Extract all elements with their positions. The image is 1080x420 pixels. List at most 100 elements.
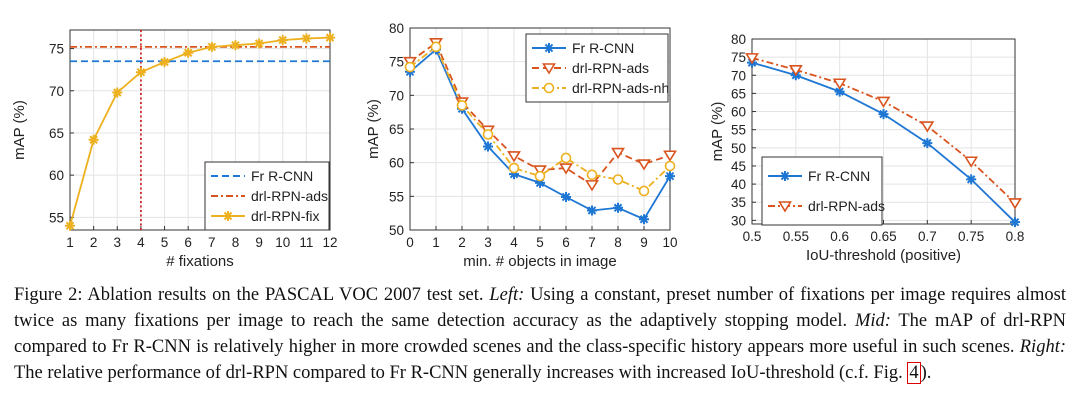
data-point xyxy=(611,147,625,160)
legend-label: Fr R-CNN xyxy=(251,168,313,184)
data-point xyxy=(922,138,933,149)
data-point xyxy=(301,33,312,44)
y-tick-label: 80 xyxy=(389,21,404,36)
x-tick-label: 9 xyxy=(255,235,263,250)
data-point xyxy=(507,151,521,163)
y-tick-label: 60 xyxy=(389,156,404,171)
x-tick-label: 0.8 xyxy=(1006,229,1025,244)
y-tick-label: 75 xyxy=(49,42,64,57)
y-tick-label: 60 xyxy=(731,105,746,120)
data-point xyxy=(88,134,99,145)
y-tick-label: 70 xyxy=(389,88,404,103)
y-tick-label: 55 xyxy=(389,189,404,204)
figure-caption: Figure 2: Ablation results on the PASCAL… xyxy=(14,282,1066,386)
y-axis-label: mAP (%) xyxy=(11,100,28,160)
y-tick-label: 80 xyxy=(731,32,746,47)
data-point xyxy=(206,41,217,52)
data-point xyxy=(876,96,891,108)
data-point xyxy=(561,192,571,203)
data-point xyxy=(586,169,598,181)
x-tick-label: 4 xyxy=(510,235,518,250)
data-point xyxy=(832,78,847,90)
series-1 xyxy=(745,53,1022,210)
x-tick-label: 8 xyxy=(614,235,622,250)
x-tick-label: 3 xyxy=(114,235,122,250)
legend-label: drl-RPN-ads xyxy=(572,60,649,76)
legend-label: drl-RPN-ads xyxy=(808,198,885,214)
caption-mid: Mid: xyxy=(854,311,891,331)
caption-text-1: Ablation results on the PASCAL VOC 2007 … xyxy=(82,285,490,305)
legend-marker-0-marker xyxy=(544,43,554,53)
x-tick-label: 0.65 xyxy=(870,229,896,244)
data-point xyxy=(483,141,493,152)
caption-text-2: Using a constant, preset number of fixat… xyxy=(14,285,1066,331)
data-point xyxy=(254,38,265,49)
plot-area: 0 1 2 3 4 5 6 7 8 9 10 50 55 60 65 70 75 80 min. # objects… xyxy=(365,21,678,270)
y-tick-label: 65 xyxy=(731,86,746,101)
data-point xyxy=(834,86,845,97)
legend-box xyxy=(761,156,883,226)
axes-frame xyxy=(69,29,331,231)
x-tick-label: 8 xyxy=(232,235,240,250)
data-point xyxy=(508,162,520,174)
legend-marker-1-marker xyxy=(778,201,792,213)
x-axis-label: IoU-threshold (positive) xyxy=(806,247,961,264)
chart-objects-svg: 0 1 2 3 4 5 6 7 8 9 10 50 55 60 65 70 75 80 min. # objects… xyxy=(365,21,678,270)
x-tick-label: 3 xyxy=(484,235,492,250)
legend-marker-2-marker xyxy=(543,82,555,94)
data-point xyxy=(788,65,803,77)
legend-label: drl-RPN-ads xyxy=(251,188,328,204)
y-tick-label: 75 xyxy=(389,55,404,70)
data-point xyxy=(482,129,494,140)
y-tick-label: 55 xyxy=(49,210,64,225)
data-point xyxy=(430,41,442,53)
figure-ref-link[interactable]: 4 xyxy=(907,362,921,384)
series-2 xyxy=(65,32,335,231)
x-tick-label: 6 xyxy=(184,235,192,250)
caption-left: Left: xyxy=(489,285,525,305)
data-point xyxy=(1008,198,1022,210)
y-tick-label: 65 xyxy=(389,122,404,137)
y-tick-label: 65 xyxy=(49,126,64,141)
caption-text-5: ). xyxy=(920,363,932,383)
data-point xyxy=(533,165,547,177)
legend-label: Fr R-CNN xyxy=(808,168,870,184)
caption-text-3: The mAP of drl-RPN compared to Fr R-CNN … xyxy=(14,311,1067,357)
data-point xyxy=(65,220,75,231)
legend: Fr R-CNN drl-RPN-ads drl-RPN-ads-nh xyxy=(525,33,669,103)
data-point xyxy=(745,53,759,65)
y-tick-label: 50 xyxy=(731,141,746,156)
plot-area: 0.5 0.55 0.6 0.65 0.7 0.75 0.8 30 35 40 45 50 55 60 65… xyxy=(709,32,1024,264)
data-point xyxy=(964,156,979,168)
y-tick-label: 60 xyxy=(49,168,64,183)
x-tick-label: 10 xyxy=(275,235,290,250)
y-tick-label: 75 xyxy=(731,50,746,65)
series-2 xyxy=(404,41,676,197)
x-tick-label: 7 xyxy=(208,235,216,250)
x-tick-label: 7 xyxy=(588,235,596,250)
x-tick-label: 0 xyxy=(406,235,414,250)
y-tick-label: 40 xyxy=(731,177,746,192)
data-point xyxy=(639,214,649,225)
data-point xyxy=(1010,217,1020,228)
data-point xyxy=(665,171,675,182)
chart-iou: 0.5 0.55 0.6 0.65 0.7 0.75 0.8 30 35 40 45 50 55 60 65… xyxy=(700,0,1070,285)
data-point xyxy=(585,180,599,192)
legend: Fr R-CNN drl-RPN-ads drl-RPN-fix xyxy=(204,161,330,231)
data-point xyxy=(638,185,650,197)
x-tick-label: 0.6 xyxy=(830,229,849,244)
data-point xyxy=(587,205,597,216)
data-point xyxy=(534,170,546,182)
x-tick-label: 5 xyxy=(536,235,544,250)
x-axis-label: min. # objects in image xyxy=(463,253,616,270)
data-point xyxy=(613,202,623,213)
y-axis-label: mAP (%) xyxy=(709,102,726,162)
y-tick-label: 70 xyxy=(49,84,64,99)
data-point xyxy=(560,152,572,164)
x-tick-label: 4 xyxy=(137,235,145,250)
caption-label: Figure 2: xyxy=(14,285,83,305)
legend-label: Fr R-CNN xyxy=(572,40,634,56)
chart-iou-svg: 0.5 0.55 0.6 0.65 0.7 0.75 0.8 30 35 40 45 50 55 60 65… xyxy=(709,32,1024,264)
